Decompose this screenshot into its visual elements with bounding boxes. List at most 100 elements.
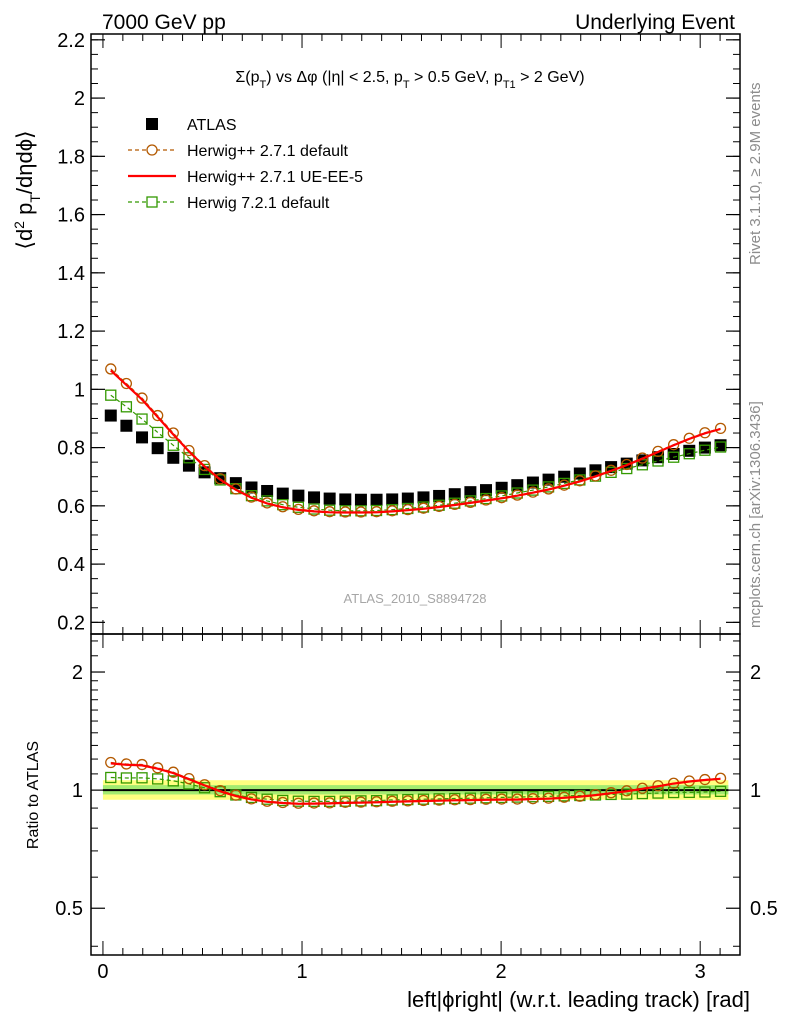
- legend: ATLAS Herwig++ 2.7.1 default Herwig++ 2.7.…: [128, 117, 363, 212]
- main-series-1-point-9: [245, 491, 258, 503]
- ratio-frame: [90, 633, 741, 956]
- main-ytick-label-2: 0.6: [57, 496, 85, 518]
- ratio-ytick-label-0: 0.5: [55, 898, 83, 920]
- main-series-1-point-35: [652, 445, 664, 458]
- ratio-panel-marks: [105, 756, 727, 809]
- main-series-0-point-17: [370, 493, 383, 506]
- main-series-0-point-12: [292, 489, 305, 502]
- ratio-series-0-point-7: [214, 784, 226, 797]
- main-series-0-point-0: [104, 409, 117, 422]
- main-series-0-point-25: [495, 481, 508, 494]
- legend-marker-3: [146, 196, 158, 208]
- main-series-3-point-36: [667, 451, 680, 463]
- main-series-1-point-2: [136, 392, 148, 404]
- ratio-series-2-point-35: [652, 787, 664, 799]
- ratio-series-2-point-1: [120, 772, 133, 784]
- main-series-3-point-4: [167, 439, 179, 451]
- main-series-0-point-2: [136, 431, 149, 444]
- main-series-0-point-38: [698, 441, 711, 454]
- legend-label-1: Herwig++ 2.7.1 default: [187, 143, 349, 160]
- plot-title: Σ(pT) vs Δφ (|η| < 2.5, pT > 0.5 GeV, pT…: [235, 69, 584, 91]
- ratio-ytick-label-right-1: 1: [750, 780, 761, 802]
- axes: 0.2 0.4 0.6 0.8 1 1.2 1.4 1.6 1.8 2 2.2 0 1 2 3 0.5 0.5 1…: [55, 30, 778, 983]
- main-ytick-label-5: 1.2: [57, 321, 85, 343]
- ratio-xtick-label-3: 3: [695, 961, 706, 983]
- main-series-3-point-3: [152, 426, 164, 439]
- main-series-0-point-19: [401, 492, 414, 505]
- ratio-ytick-label-right-0: 0.5: [750, 898, 778, 920]
- main-ytick-label-9: 2: [74, 88, 85, 110]
- legend-label-2: Herwig++ 2.7.1 UE-EE-5: [187, 169, 363, 186]
- main-series-1-line: [110, 368, 721, 513]
- main-series-1-point-3: [152, 409, 164, 422]
- main-series-3-point-33: [621, 462, 633, 475]
- main-series-0-point-20: [417, 491, 430, 504]
- main-ytick-label-7: 1.6: [57, 205, 85, 227]
- ratio-series-1-line: [110, 762, 721, 805]
- ratio-series-2-point-33: [621, 788, 633, 800]
- main-series-1-point-31: [589, 470, 602, 482]
- main-series-1-point-39: [714, 422, 727, 435]
- ratio-series-0-point-5: [183, 772, 195, 785]
- ratio-series-2-point-36: [667, 786, 680, 799]
- main-series-1-point-33: [621, 458, 633, 471]
- legend-marker-1: [146, 144, 158, 156]
- main-series-3-point-0: [105, 389, 117, 401]
- rivet-label: Rivet 3.1.10, ≥ 2.9M events: [747, 83, 764, 266]
- ratio-series-0-point-6: [198, 779, 211, 791]
- main-ytick-label-6: 1.4: [57, 263, 85, 285]
- y-axis-label: ⟨d2 pT/dηdϕ⟩: [11, 130, 43, 249]
- main-series-3-point-39: [714, 441, 727, 453]
- main-series-3-point-1: [120, 401, 133, 413]
- header-right: Underlying Event: [575, 11, 735, 34]
- main-series-1-point-10: [261, 497, 273, 509]
- main-series-1-point-1: [120, 377, 133, 390]
- main-series-0-point-16: [354, 493, 367, 506]
- main-series-2-line: [110, 369, 721, 514]
- main-series-3-line: [110, 394, 721, 512]
- ratio-series-2-point-38: [699, 786, 711, 798]
- main-ytick-label-0: 0.2: [57, 612, 85, 634]
- main-panel-marks: [104, 363, 727, 518]
- main-ytick-label-8: 1.8: [57, 146, 85, 168]
- main-series-1-point-5: [183, 444, 195, 457]
- main-series-3-point-37: [683, 448, 695, 460]
- main-series-3-point-38: [699, 444, 711, 456]
- main-series-0-point-24: [480, 484, 493, 497]
- main-series-1-point-7: [214, 473, 226, 485]
- main-series-1-point-4: [167, 427, 179, 439]
- main-series-0-point-18: [386, 493, 399, 506]
- main-series-0-point-23: [464, 486, 477, 499]
- main-series-0-point-10: [261, 484, 274, 497]
- main-series-0-point-39: [714, 439, 727, 452]
- main-series-0-point-11: [276, 487, 289, 500]
- ratio-series-2-point-2: [136, 772, 148, 784]
- ratio-ytick-label-1: 1: [72, 780, 83, 802]
- main-series-0-point-1: [120, 419, 133, 432]
- main-series-0-point-3: [151, 442, 164, 455]
- main-series-1-point-36: [667, 439, 680, 451]
- ratio-series-2-point-37: [683, 786, 695, 799]
- main-series-1-point-32: [605, 464, 617, 476]
- main-series-0-point-28: [542, 473, 555, 486]
- main-series-0-point-4: [167, 451, 180, 464]
- main-series-1-point-0: [105, 363, 117, 375]
- ratio-series-2-point-4: [167, 775, 179, 787]
- main-ytick-label-10: 2.2: [57, 30, 85, 52]
- main-series-0-point-37: [683, 444, 696, 457]
- header-left: 7000 GeV pp: [102, 11, 226, 34]
- main-series-0-point-13: [308, 491, 321, 504]
- main-series-3-point-2: [136, 413, 148, 425]
- main-ytick-label-1: 0.4: [57, 554, 85, 576]
- legend-label-3: Herwig 7.2.1 default: [187, 195, 330, 212]
- main-series-0-point-22: [448, 488, 461, 501]
- ratio-series-2-point-0: [105, 771, 117, 784]
- main-series-1-point-8: [230, 483, 242, 495]
- main-series-1-point-6: [198, 460, 211, 472]
- ratio-y-axis-label: Ratio to ATLAS: [25, 741, 42, 849]
- ratio-series-0-point-0: [105, 756, 117, 769]
- ratio-uncertainty-bands: [102, 780, 729, 800]
- ratio-series-2-point-3: [152, 773, 164, 785]
- legend-label-0: ATLAS: [187, 117, 237, 134]
- ratio-xtick-label-2: 2: [496, 961, 507, 983]
